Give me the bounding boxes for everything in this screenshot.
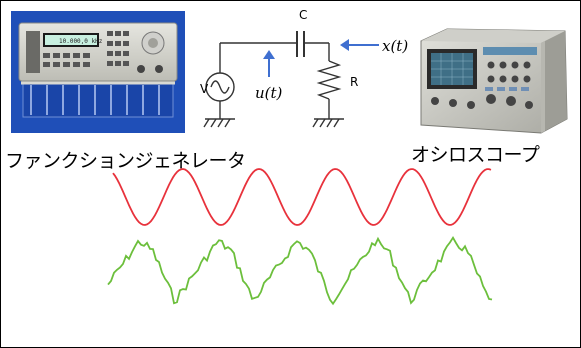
source-label: V	[200, 82, 209, 96]
capacitor-label: C	[299, 8, 308, 22]
function-generator-photo: 10.000,0 kHz	[11, 11, 185, 133]
function-generator-label: ファンクションジェネレータ	[5, 150, 246, 172]
output-waveform	[107, 235, 493, 306]
ac-source	[205, 72, 235, 102]
resistor-label: R	[350, 75, 359, 89]
oscilloscope-label: オシロスコープ	[411, 144, 540, 166]
generator-display-text: 10.000,0 kHz	[59, 38, 103, 45]
ground-right	[312, 118, 344, 128]
signal-arrows	[263, 39, 379, 77]
output-signal-label: x(t)	[382, 37, 409, 55]
input-waveform	[112, 168, 492, 226]
oscilloscope-photo	[420, 28, 568, 134]
generator-buttons	[43, 31, 129, 67]
ground-left	[203, 118, 235, 128]
circuit	[203, 31, 344, 128]
resistor	[316, 60, 342, 100]
input-signal-label: u(t)	[255, 84, 283, 102]
